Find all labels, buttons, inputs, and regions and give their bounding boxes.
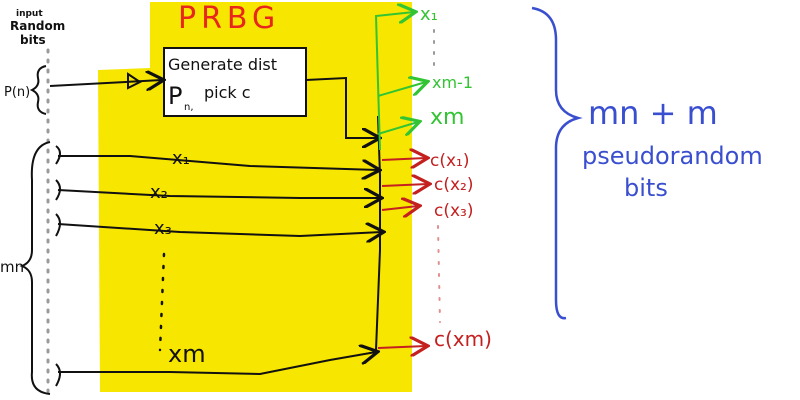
red-c-x3: c(x₃) xyxy=(434,201,474,221)
result-line1: mn + m xyxy=(588,94,718,132)
input-label-line1: input xyxy=(16,9,43,19)
red-c-xm: c(xm) xyxy=(434,327,492,351)
inner-x3: x₃ xyxy=(154,218,172,239)
input-label-line3: bits xyxy=(20,33,46,47)
green-arrow-xm xyxy=(377,122,418,134)
wire-x2 xyxy=(57,190,380,198)
inner-dots xyxy=(158,252,166,352)
p-arrow xyxy=(49,80,162,86)
p-label: P(n) xyxy=(4,85,30,100)
green-trunk xyxy=(374,12,414,151)
generator-pick: pick c xyxy=(204,83,251,102)
prbg-title: PRBG xyxy=(178,1,280,36)
red-arrow-2 xyxy=(381,184,428,186)
wire-xm xyxy=(58,352,376,376)
green-x1: x₁ xyxy=(420,4,438,25)
generator-sub: n, xyxy=(184,102,194,113)
red-arrow-3 xyxy=(381,206,418,210)
p-arrow-head-tri xyxy=(127,72,142,90)
red-c-x2: c(x₂) xyxy=(434,175,474,195)
inner-x1: x₁ xyxy=(172,148,190,169)
generator-p: P xyxy=(168,82,182,110)
mn-brace xyxy=(19,141,51,395)
result-line3: bits xyxy=(624,174,668,202)
red-c-x1: c(x₁) xyxy=(430,151,470,171)
inner-x2: x₂ xyxy=(150,182,168,203)
blue-brace xyxy=(531,6,583,320)
inner-xm: xm xyxy=(168,340,206,368)
generator-box xyxy=(163,47,307,117)
green-xm: xm xyxy=(430,105,464,130)
input-tick-1 xyxy=(55,145,61,165)
red-arrow-m xyxy=(377,346,426,348)
red-dots xyxy=(437,225,441,323)
generator-line1: Generate dist xyxy=(168,55,277,74)
input-tick-m xyxy=(55,363,61,387)
input-label-line2: Random xyxy=(10,19,65,33)
p-brace xyxy=(29,65,47,115)
green-xm1: xm-1 xyxy=(432,73,473,92)
result-line2: pseudorandom xyxy=(582,142,763,170)
wire-x1 xyxy=(58,155,378,170)
box-output-wire xyxy=(305,76,378,138)
mn-label: mn xyxy=(0,258,24,276)
red-arrow-1 xyxy=(381,158,426,160)
input-tick-2 xyxy=(55,179,61,201)
green-arrow-xm1 xyxy=(377,82,426,97)
wire-x3 xyxy=(57,224,382,236)
